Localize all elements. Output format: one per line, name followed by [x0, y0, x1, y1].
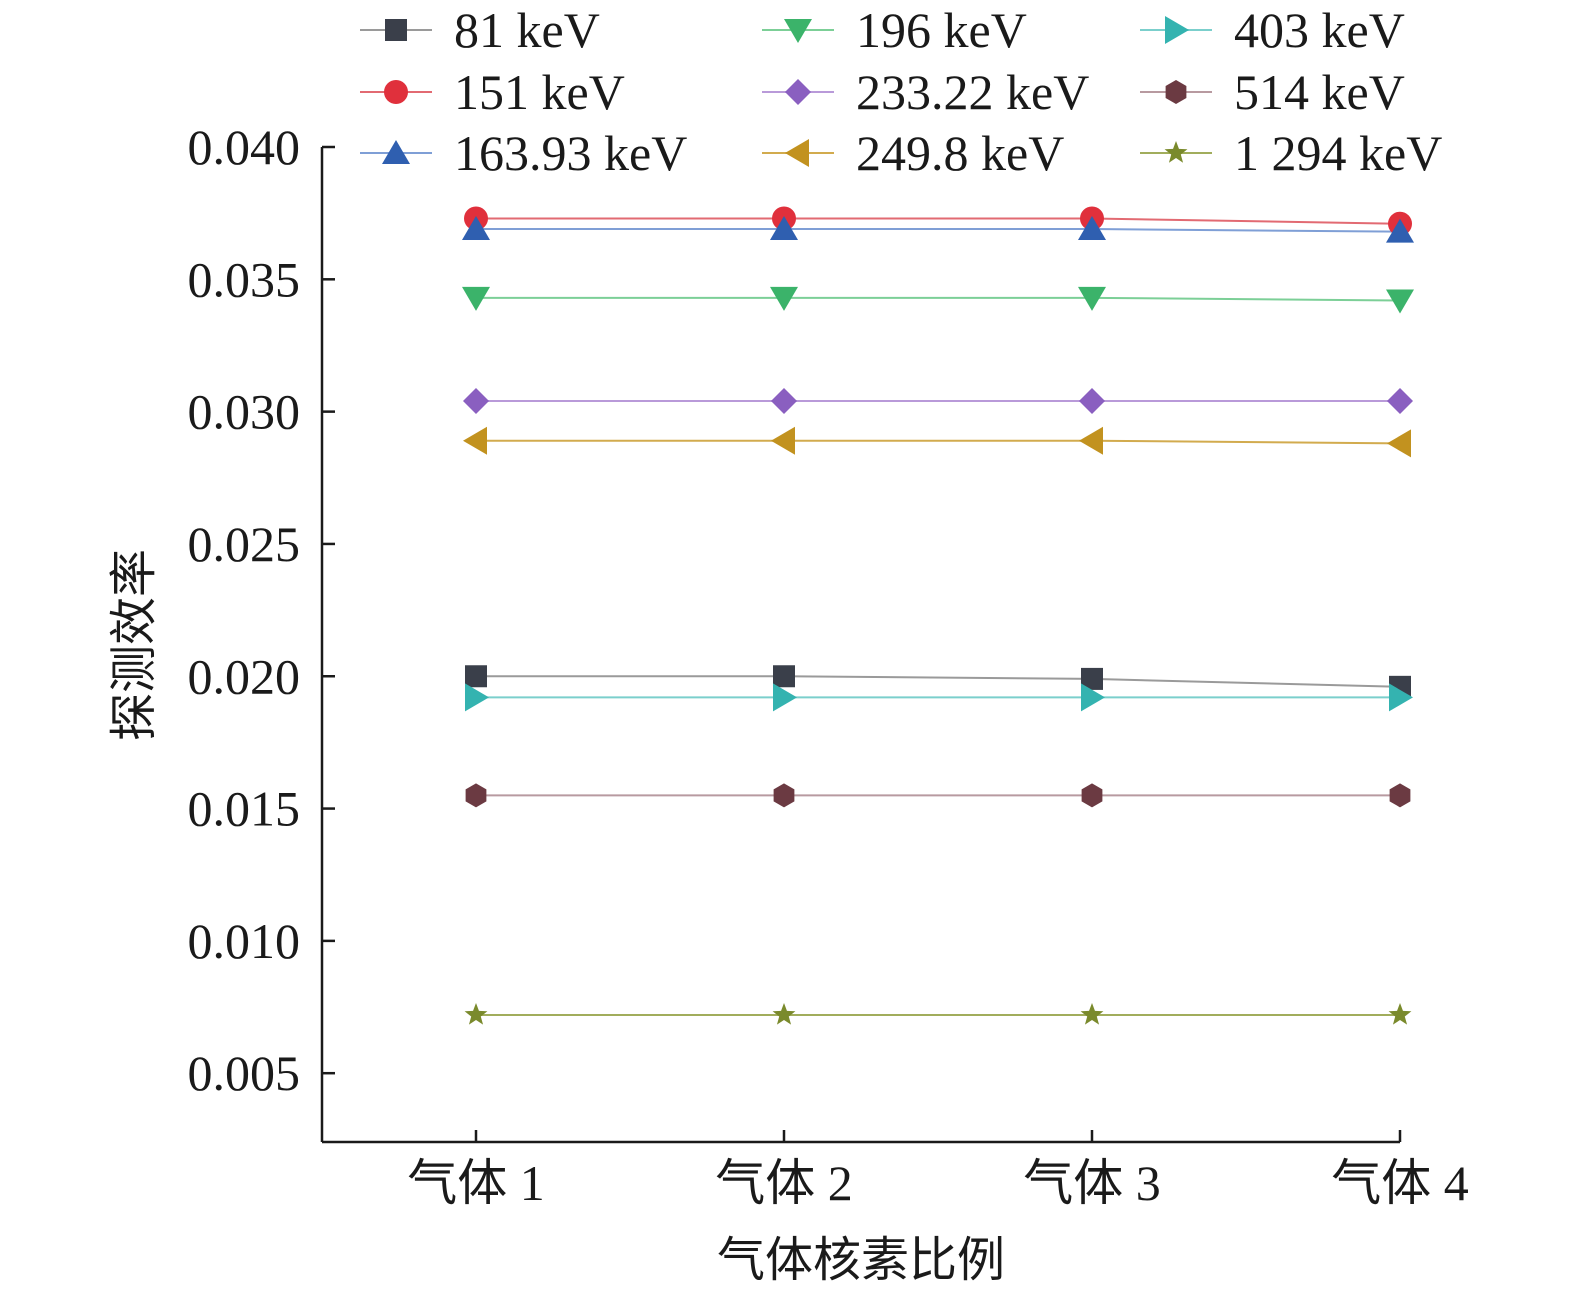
data-point-403-kev — [1081, 683, 1105, 712]
legend-item-249-8-kev: 249.8 keV — [762, 125, 1064, 181]
y-tick-label: 0.020 — [188, 648, 301, 704]
data-point-403-kev — [1389, 683, 1413, 712]
y-tick-label: 0.040 — [188, 119, 301, 175]
data-point-403-kev — [465, 683, 489, 712]
y-tick-label: 0.030 — [188, 384, 301, 440]
legend-item-196-kev: 196 keV — [762, 2, 1027, 58]
data-point-81-kev — [773, 665, 795, 688]
series-line-163-93-kev — [476, 228, 1401, 233]
data-point-196-kev — [1078, 286, 1106, 311]
legend-item-1-294-kev: 1 294 keV — [1140, 125, 1442, 181]
data-point-249-8-kev — [463, 426, 487, 455]
x-tick-label: 气体 1 — [407, 1155, 545, 1211]
legend-marker-163-93-kev — [382, 140, 410, 164]
y-tick-label: 0.035 — [188, 251, 301, 307]
y-tick-label: 0.015 — [188, 781, 301, 837]
legend-item-81-kev: 81 keV — [360, 2, 600, 58]
legend-item-233-22-kev: 233.22 keV — [762, 64, 1089, 120]
series-line-151-kev — [476, 217, 1401, 225]
data-point-1-294-kev — [464, 1002, 488, 1025]
legend-marker-403-kev — [1165, 16, 1189, 44]
series-line-196-kev — [476, 296, 1401, 302]
data-point-233-22-kev — [771, 388, 797, 415]
data-point-196-kev — [462, 286, 490, 311]
data-point-514-kev — [1389, 783, 1411, 808]
legend-label-403-kev: 403 keV — [1234, 2, 1405, 58]
legend-item-151-kev: 151 keV — [360, 64, 625, 120]
data-point-514-kev — [1081, 783, 1103, 808]
x-ticks: 气体 1 气体 2 气体 3 气体 4 — [407, 1130, 1469, 1211]
legend-marker-233-22-kev — [785, 79, 811, 105]
legend-label-163-93-kev: 163.93 keV — [454, 125, 687, 181]
data-point-233-22-kev — [463, 388, 489, 415]
data-point-1-294-kev — [772, 1002, 796, 1025]
y-tick-label: 0.025 — [188, 516, 301, 572]
data-point-403-kev — [773, 683, 797, 712]
legend-marker-81-kev — [385, 19, 407, 41]
legend-marker-514-kev — [1165, 80, 1187, 104]
y-tick-label: 0.010 — [188, 913, 301, 969]
legend-label-514-kev: 514 keV — [1234, 64, 1405, 120]
x-axis-title: 气体核素比例 — [717, 1232, 1005, 1288]
data-point-196-kev — [770, 286, 798, 311]
y-ticks: 0.040 0.035 0.030 0.025 0.020 0.015 0.010 0.005 — [188, 119, 335, 1101]
legend-label-151-kev: 151 keV — [454, 64, 625, 120]
series-markers — [462, 206, 1414, 1025]
data-point-514-kev — [773, 783, 795, 808]
data-point-249-8-kev — [771, 426, 795, 455]
legend-label-196-kev: 196 keV — [856, 2, 1027, 58]
data-point-163-93-kev — [1386, 218, 1414, 243]
data-point-163-93-kev — [1078, 216, 1106, 241]
legend-marker-1-294-kev — [1164, 141, 1188, 163]
y-axis-title: 探测效率 — [106, 549, 162, 741]
x-tick-label: 气体 4 — [1331, 1155, 1469, 1211]
series-lines — [476, 217, 1401, 1016]
data-point-514-kev — [465, 783, 487, 808]
x-tick-label: 气体 2 — [715, 1155, 853, 1211]
data-point-163-93-kev — [462, 216, 490, 241]
legend-label-81-kev: 81 keV — [454, 2, 600, 58]
legend-marker-151-kev — [384, 80, 408, 104]
data-point-163-93-kev — [770, 216, 798, 241]
legend-item-403-kev: 403 keV — [1140, 2, 1405, 58]
y-tick-label: 0.005 — [188, 1045, 301, 1101]
legend-marker-249-8-kev — [785, 139, 809, 167]
x-tick-label: 气体 3 — [1023, 1155, 1161, 1211]
legend-label-233-22-kev: 233.22 keV — [856, 64, 1089, 120]
data-point-81-kev — [1081, 667, 1103, 690]
data-point-196-kev — [1386, 289, 1414, 314]
series-line-249-8-kev — [476, 439, 1401, 445]
data-point-81-kev — [465, 665, 487, 688]
data-point-1-294-kev — [1080, 1002, 1104, 1025]
plot-area: 0.040 0.035 0.030 0.025 0.020 0.015 0.010 0.005… — [188, 119, 1469, 1211]
data-point-249-8-kev — [1387, 429, 1411, 458]
legend-label-1-294-kev: 1 294 keV — [1234, 125, 1442, 181]
data-point-233-22-kev — [1079, 388, 1105, 415]
data-point-1-294-kev — [1388, 1002, 1412, 1025]
data-point-233-22-kev — [1387, 388, 1413, 415]
legend-item-514-kev: 514 keV — [1140, 64, 1405, 120]
series-line-81-kev — [476, 675, 1401, 688]
legend-item-163-93-kev: 163.93 keV — [360, 125, 687, 181]
data-point-249-8-kev — [1079, 426, 1103, 455]
legend-label-249-8-kev: 249.8 keV — [856, 125, 1064, 181]
legend-marker-196-kev — [784, 19, 812, 43]
